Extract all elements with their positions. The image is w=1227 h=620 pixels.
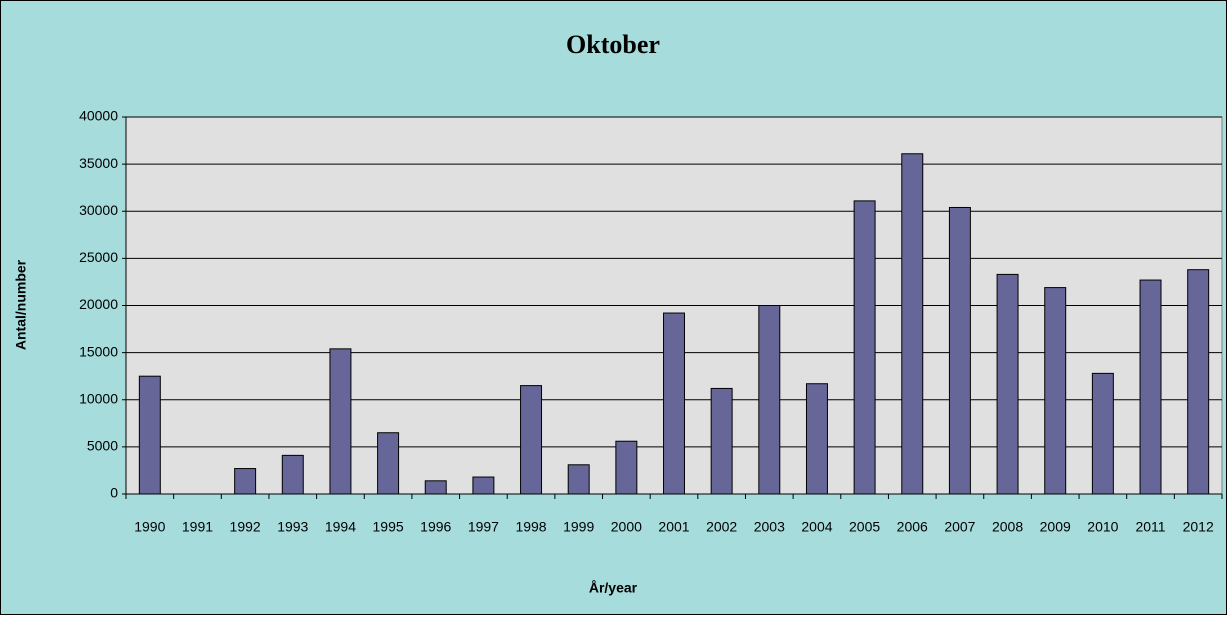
bar	[758, 305, 781, 495]
x-tick-label: 1996	[420, 519, 451, 535]
x-tick-label: 2003	[754, 519, 785, 535]
y-tick-label: 25000	[79, 249, 118, 265]
x-tick-label: 1991	[182, 519, 213, 535]
x-axis-label: År/year	[589, 580, 638, 596]
bar	[1091, 372, 1114, 495]
x-tick-label: 2011	[1135, 519, 1165, 535]
bar	[1044, 287, 1067, 495]
bar	[329, 348, 352, 495]
x-tick-label: 1999	[563, 519, 594, 535]
x-tick-label: 2009	[1040, 519, 1071, 535]
y-tick-label: 15000	[79, 343, 118, 359]
bar	[948, 206, 971, 495]
x-tick-label: 2008	[992, 519, 1023, 535]
y-tick-label: 30000	[79, 202, 118, 218]
x-tick-label: 2012	[1183, 519, 1214, 535]
bar	[805, 383, 828, 495]
bar	[996, 273, 1019, 495]
bar	[377, 432, 400, 495]
x-tick-label: 1990	[134, 519, 165, 535]
bar	[424, 480, 447, 495]
bar	[901, 153, 924, 495]
x-tick-label: 2006	[897, 519, 928, 535]
bar	[234, 468, 257, 495]
bar	[472, 476, 495, 495]
x-tick-label: 2007	[944, 519, 975, 535]
bar	[1139, 279, 1162, 495]
bar	[138, 375, 161, 495]
bar	[567, 464, 590, 495]
x-tick-label: 1998	[515, 519, 546, 535]
bar	[520, 385, 543, 495]
y-tick-label: 0	[110, 485, 118, 501]
x-tick-label: 1995	[373, 519, 404, 535]
chart-title: Oktober	[566, 30, 660, 59]
x-tick-label: 1997	[468, 519, 499, 535]
bar	[1187, 269, 1210, 495]
x-tick-label: 2002	[706, 519, 737, 535]
x-tick-label: 2004	[801, 519, 832, 535]
x-tick-label: 2005	[849, 519, 880, 535]
bar	[663, 312, 685, 495]
y-tick-label: 5000	[87, 438, 118, 454]
x-tick-label: 1993	[277, 519, 308, 535]
bar	[853, 200, 876, 495]
y-axis-label: Antal/number	[13, 259, 29, 350]
x-tick-label: 2010	[1087, 519, 1118, 535]
y-tick-label: 10000	[79, 390, 118, 406]
bar	[615, 440, 638, 495]
y-tick-label: 35000	[79, 155, 118, 171]
x-tick-label: 2000	[611, 519, 642, 535]
y-tick-label: 20000	[79, 296, 118, 312]
y-tick-label: 40000	[79, 108, 118, 124]
x-tick-label: 1994	[325, 519, 356, 535]
x-tick-label: 2001	[658, 519, 689, 535]
bar	[710, 387, 733, 495]
bar	[281, 454, 304, 495]
x-tick-label: 1992	[230, 519, 261, 535]
